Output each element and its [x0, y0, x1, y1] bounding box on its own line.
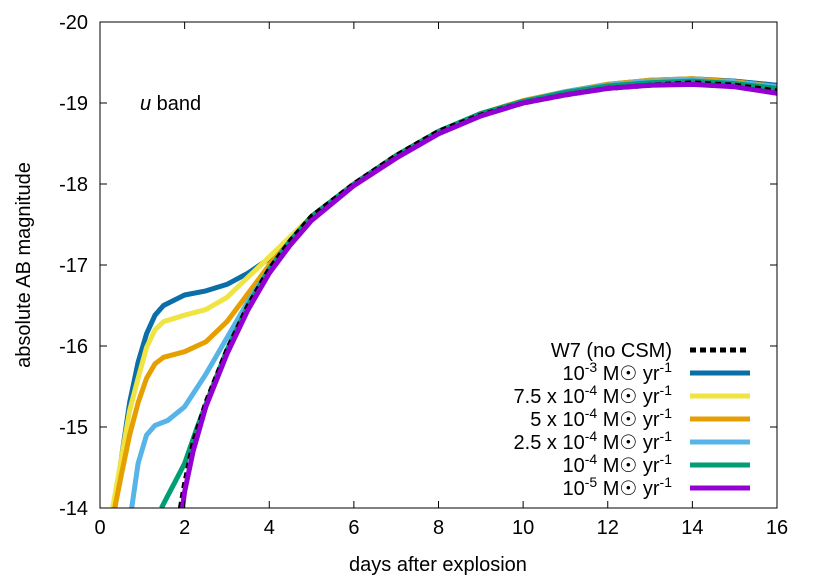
y-tick-label: -14 [59, 498, 88, 520]
series-line-5 [159, 78, 777, 508]
x-tick-label: 6 [348, 517, 359, 539]
y-tick-label: -19 [59, 93, 88, 115]
annotation-text: u band [140, 93, 201, 115]
y-tick-label: -20 [59, 12, 88, 34]
series-line-0 [177, 80, 777, 508]
y-tick-label: -16 [59, 336, 88, 358]
x-tick-label: 0 [94, 517, 105, 539]
x-tick-label: 10 [512, 517, 534, 539]
x-tick-label: 14 [681, 517, 703, 539]
series-line-6 [180, 81, 777, 508]
series-layer [110, 76, 777, 508]
legend-label: 10-3 M☉ yr-1 [562, 359, 672, 385]
x-tick-label: 4 [264, 517, 275, 539]
plot-frame [99, 21, 778, 509]
x-tick-label: 12 [597, 517, 619, 539]
series-line-3 [112, 76, 777, 508]
y-tick-label: -18 [59, 174, 88, 196]
y-axis-label: absolute AB magnitude [13, 162, 35, 368]
x-tick-label: 2 [179, 517, 190, 539]
x-tick-label: 8 [433, 517, 444, 539]
x-axis-label: days after explosion [349, 554, 527, 576]
x-tick-label: 16 [766, 517, 788, 539]
legend-label: 10-4 M☉ yr-1 [562, 451, 672, 477]
legend-label: 2.5 x 10-4 M☉ yr-1 [514, 428, 673, 454]
legend-label: 10-5 M☉ yr-1 [562, 474, 672, 500]
legend-label: 7.5 x 10-4 M☉ yr-1 [514, 382, 673, 408]
y-tick-label: -17 [59, 255, 88, 277]
ticks-layer: 0 2 4 6 8 10 12 14 16 -20 -19 -18 -17 -16 -15 -14 [59, 12, 788, 539]
legend-label: W7 (no CSM) [551, 340, 672, 362]
series-line-2 [110, 77, 777, 508]
legend-label: 5 x 10-4 M☉ yr-1 [530, 405, 672, 431]
y-tick-label: -15 [59, 417, 88, 439]
series-line-1 [112, 76, 777, 508]
legend: W7 (no CSM)10-3 M☉ yr-17.5 x 10-4 M☉ yr-… [514, 340, 750, 500]
